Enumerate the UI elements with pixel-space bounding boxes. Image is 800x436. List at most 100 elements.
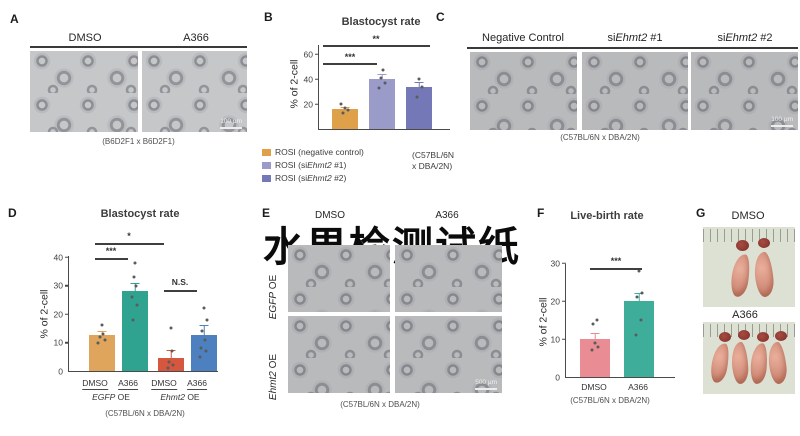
significance-label: N.S. — [171, 277, 189, 287]
data-point — [593, 341, 597, 345]
placenta — [738, 330, 750, 340]
y-tick-label: 60 — [303, 48, 313, 59]
condition-header-dmso: DMSO — [315, 210, 345, 221]
strain-caption: (C57BL/6N x DBA/2N) — [570, 396, 650, 405]
data-point — [132, 275, 136, 279]
error-bar — [377, 74, 387, 84]
pup — [730, 341, 750, 385]
y-tick-mark — [315, 78, 319, 80]
data-point — [205, 318, 209, 322]
panel-g: G DMSO A366 — [696, 202, 800, 414]
pup-photo-dmso — [703, 227, 795, 307]
legend-swatch — [262, 161, 271, 169]
significance-label: *** — [610, 256, 622, 266]
legend-item: ROSI (negative control) — [262, 147, 364, 157]
data-point — [203, 338, 207, 342]
data-point — [130, 295, 134, 299]
bar-a366 — [624, 301, 654, 377]
data-point — [637, 269, 641, 273]
y-tick-label: 20 — [303, 98, 313, 109]
bar-dmso — [580, 339, 610, 377]
scale-bar: 100 μm — [220, 118, 242, 129]
data-point — [634, 333, 638, 337]
micrograph-egfp-a366 — [395, 245, 502, 312]
pup — [766, 341, 789, 385]
data-point — [339, 102, 343, 106]
x-category-label: A366 — [118, 378, 138, 390]
y-tick-mark — [315, 103, 319, 105]
scale-bar: 500 μm — [475, 379, 497, 390]
y-tick-mark — [65, 313, 69, 315]
strain-note: (C57BL/6N x DBA/2N) — [412, 150, 455, 172]
condition-header-a366: A366 — [732, 309, 758, 321]
legend-label: ROSI (negative control) — [275, 147, 364, 157]
micrograph-ehmt2-a366: 500 μm — [395, 316, 502, 393]
data-point — [199, 346, 203, 350]
significance-line — [323, 45, 430, 47]
panel-c: C Negative Control siEhmt2 #1 siEhmt2 #2… — [434, 8, 800, 148]
panel-d-label: D — [8, 206, 17, 220]
condition-header-a366: A366 — [183, 32, 209, 44]
condition-header-a366: A366 — [435, 210, 459, 221]
placenta — [775, 331, 787, 341]
significance-label: *** — [344, 52, 356, 62]
legend-swatch — [262, 174, 271, 182]
plot-area: 0 10 20 30 — [551, 259, 675, 381]
placenta — [757, 332, 769, 342]
chart-title: Live-birth rate — [570, 210, 644, 222]
data-point — [635, 295, 639, 299]
data-point — [135, 303, 139, 307]
error-bar — [130, 282, 140, 300]
panel-g-label: G — [696, 206, 706, 220]
data-point — [171, 363, 175, 367]
chart-title: Blastocyst rate — [341, 16, 421, 28]
y-tick-mark — [562, 338, 566, 340]
data-point — [170, 349, 174, 353]
condition-header-dmso: DMSO — [731, 210, 765, 222]
significance-line — [95, 243, 164, 245]
y-tick-mark — [315, 53, 319, 55]
y-tick-mark — [562, 262, 566, 264]
y-tick-label: 10 — [53, 337, 63, 348]
data-point — [596, 345, 600, 349]
y-axis-label: % of 2-cell — [288, 59, 301, 109]
micrograph-egfp-dmso — [288, 245, 390, 312]
pup-photo-a366 — [703, 322, 795, 394]
data-point — [420, 85, 424, 88]
x-category-label: DMSO — [581, 382, 607, 392]
legend-label: ROSI (siEhmt2 #1) — [275, 160, 347, 170]
header-rule — [467, 47, 798, 49]
chart-title: Blastocyst rate — [100, 208, 180, 220]
condition-header-negative-control: Negative Control — [482, 32, 564, 44]
condition-header-siehmt2-2: siEhmt2 #2 — [717, 32, 773, 44]
panel-e-label: E — [262, 206, 271, 220]
bar-egfp-dmso — [89, 335, 115, 371]
panel-e: E DMSO A366 EGFP OE Ehmt2 OE 500 μm (C57… — [258, 202, 534, 417]
panel-c-label: C — [436, 10, 445, 24]
group-label-egfp-oe: EGFP OE — [92, 392, 130, 402]
strain-caption: (C57BL/6N x DBA/2N) — [560, 133, 640, 142]
significance-line — [323, 63, 377, 65]
group-label-ehmt2-oe: Ehmt2 OE — [160, 392, 200, 402]
data-point — [343, 106, 347, 110]
plot-area: 0 10 20 30 40 — [54, 253, 218, 375]
data-point — [590, 348, 594, 352]
placenta — [758, 238, 770, 248]
row-label-egfp-oe: EGFP OE — [268, 274, 279, 320]
bar-rosi-siehmt2-1 — [369, 79, 395, 129]
data-point — [639, 318, 643, 322]
y-tick-label: 40 — [303, 73, 313, 84]
strain-caption: (C57BL/6N x DBA/2N) — [105, 409, 185, 418]
pup — [753, 251, 775, 298]
y-tick-label: 20 — [53, 308, 63, 319]
bar-rosi-siehmt2-2 — [406, 86, 432, 129]
data-point — [131, 318, 135, 322]
significance-label: *** — [105, 246, 117, 256]
panel-a: A DMSO A366 100 μm (B6D2F1 x B6D2F1) — [8, 10, 258, 155]
data-point — [415, 95, 419, 98]
legend-item: ROSI (siEhmt2 #2) — [262, 173, 346, 183]
data-point — [169, 326, 173, 330]
scale-bar: 100 μm — [771, 116, 793, 127]
legend-item: ROSI (siEhmt2 #1) — [262, 160, 346, 170]
